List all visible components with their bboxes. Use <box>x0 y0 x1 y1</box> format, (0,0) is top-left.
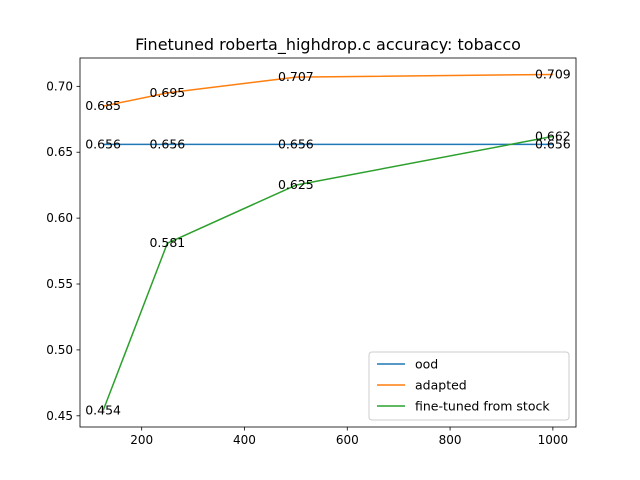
legend-label: ood <box>415 357 438 372</box>
data-label: 0.454 <box>85 403 121 418</box>
x-tick-label: 400 <box>233 433 256 447</box>
y-tick-label: 0.60 <box>46 211 73 225</box>
data-label: 0.685 <box>85 98 121 113</box>
series-line-1 <box>102 73 553 107</box>
data-label: 0.656 <box>149 136 185 151</box>
data-labels-layer: 0.656 0.656 0.656 0.656 0.685 0.695 0.707 0.709… <box>85 66 571 417</box>
legend-label: fine-tuned from stock <box>415 399 550 414</box>
legend-box <box>368 351 570 421</box>
y-tick-label: 0.50 <box>46 343 73 357</box>
data-label: 0.625 <box>278 177 314 192</box>
y-tick-label: 0.65 <box>46 145 73 159</box>
data-label: 0.656 <box>535 136 571 151</box>
legend-label: adapted <box>415 378 467 393</box>
data-label: 0.662 <box>535 128 571 143</box>
x-tick-label: 600 <box>336 433 359 447</box>
y-tick-label: 0.70 <box>46 79 73 93</box>
axes-layer: 200 400 600 800 1000 0.45 0.50 0.55 0.60 0.65 0.70 <box>46 57 577 447</box>
data-label: 0.709 <box>535 66 571 81</box>
data-label: 0.695 <box>149 85 185 100</box>
data-label: 0.656 <box>85 136 121 151</box>
data-label: 0.707 <box>278 69 314 84</box>
series-line-2 <box>102 135 554 411</box>
y-tick-label: 0.45 <box>46 409 73 423</box>
y-tick-label: 0.55 <box>46 277 73 291</box>
x-tick-label: 1000 <box>538 433 569 447</box>
x-tick-label: 200 <box>130 433 153 447</box>
legend: ood adapted fine-tuned from stock <box>368 351 570 421</box>
data-label: 0.656 <box>278 136 314 151</box>
x-tick-label: 800 <box>439 433 462 447</box>
plot-frame <box>79 57 577 428</box>
series-layer <box>102 73 554 411</box>
chart-title: Finetuned roberta_highdrop.c accuracy: t… <box>135 35 521 55</box>
data-label: 0.581 <box>149 235 185 250</box>
